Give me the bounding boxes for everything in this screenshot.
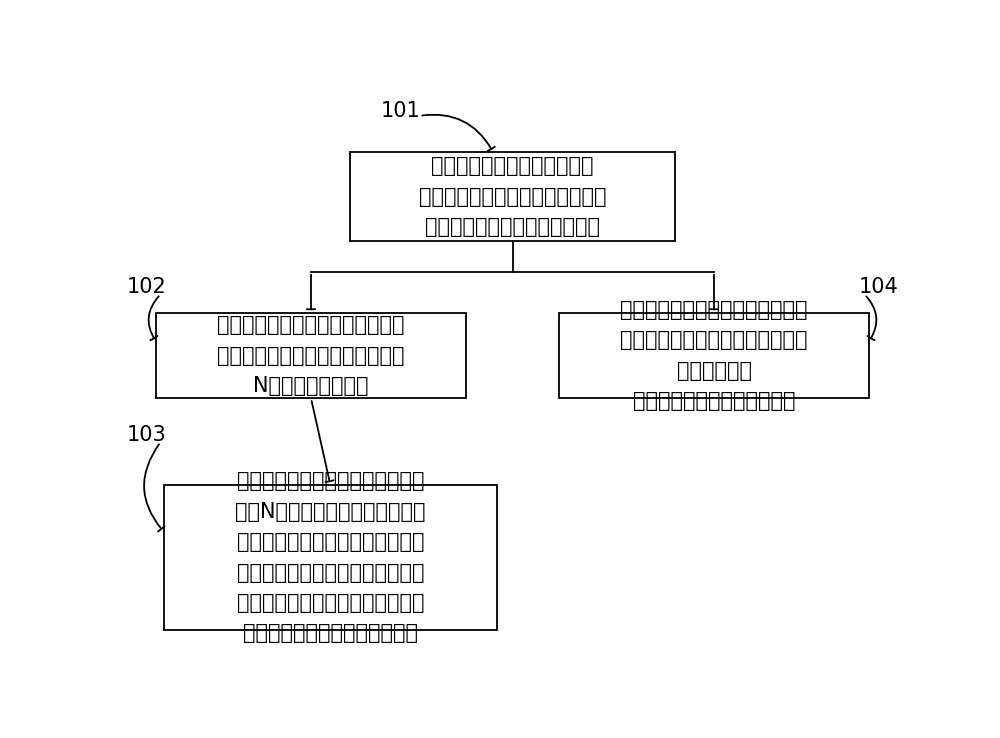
FancyBboxPatch shape (559, 313, 869, 399)
Text: 103: 103 (127, 425, 167, 445)
FancyBboxPatch shape (350, 153, 675, 241)
FancyBboxPatch shape (156, 313, 466, 399)
Text: 当所述当前数据包所属数据流不是
所述N个数据流中的一个时，根据
所述第二控制参数和第三控制参数
，参照核间切换策略，将进入所述
多处理器核系统中的数据流的数据
: 当所述当前数据包所属数据流不是 所述N个数据流中的一个时，根据 所述第二控制参数… (235, 472, 426, 644)
Text: 104: 104 (858, 277, 898, 297)
FancyBboxPatch shape (164, 485, 497, 630)
Text: 根据所述第一控制参数，检测所述
当前数据包所属数据流是否为所述
N个数据流中的一个: 根据所述第一控制参数，检测所述 当前数据包所属数据流是否为所述 N个数据流中的一… (217, 315, 405, 396)
Text: 102: 102 (127, 277, 167, 297)
Text: 根据所述第四控制参数，参照核内
切换策略，将所述多处理器核系统
中的处理器核
在中断模式和轮询模式间切换: 根据所述第四控制参数，参照核内 切换策略，将所述多处理器核系统 中的处理器核 在… (620, 300, 808, 411)
Text: 101: 101 (380, 101, 420, 121)
Text: 在多处理器核系统运行期间，
获取第一控制参数、第二控制参数
、第三控制参数和第四控制参数: 在多处理器核系统运行期间， 获取第一控制参数、第二控制参数 、第三控制参数和第四… (419, 156, 606, 237)
